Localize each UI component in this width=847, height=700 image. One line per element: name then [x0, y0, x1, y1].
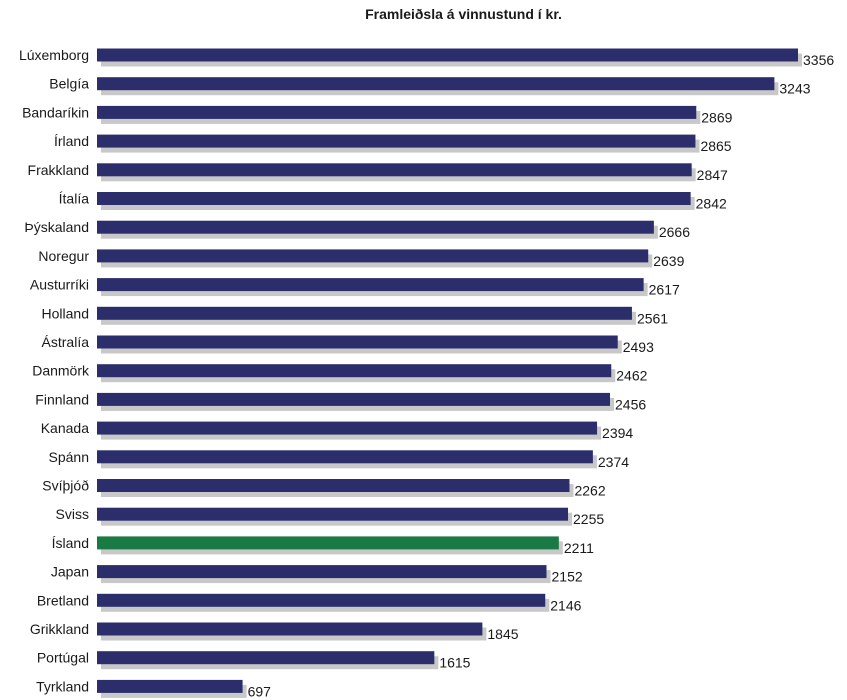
- bar-group: Frakkland 2847: [28, 162, 729, 183]
- bar: [97, 278, 644, 292]
- bar-group: Lúxemborg 3356: [19, 47, 834, 68]
- bar: [97, 622, 483, 636]
- value-label: 2255: [573, 511, 604, 527]
- bar: [97, 421, 598, 435]
- value-label: 1845: [487, 626, 518, 642]
- value-label: 2493: [623, 339, 654, 355]
- value-label: 697: [248, 683, 272, 699]
- bar-group: Írland 2865: [54, 133, 732, 154]
- bar: [97, 105, 697, 119]
- category-label: Spánn: [49, 449, 89, 465]
- value-label: 1615: [439, 655, 470, 671]
- bar: [97, 192, 691, 205]
- bar: [97, 364, 612, 378]
- value-label: 2865: [700, 138, 731, 154]
- value-label: 2639: [653, 253, 684, 269]
- category-label: Bretland: [37, 592, 89, 608]
- bar: [97, 450, 593, 464]
- chart-title: Framleiðsla á vinnustund í kr.: [365, 6, 562, 22]
- value-label: 2666: [659, 224, 690, 240]
- category-label: Ísland: [52, 535, 89, 551]
- bar-group: Holland 2561: [42, 305, 669, 326]
- bar: [97, 220, 654, 234]
- category-label: Írland: [54, 133, 89, 149]
- category-label: Holland: [42, 305, 89, 321]
- bar-highlight: [97, 536, 559, 550]
- bar: [97, 679, 243, 693]
- bar-group: Ástralía 2493: [42, 334, 655, 355]
- value-label: 2617: [649, 282, 680, 298]
- value-label: 2869: [701, 109, 732, 125]
- bar-group: Bretland 2146: [37, 592, 582, 613]
- bar-group: Ítalía 2842: [59, 191, 727, 212]
- value-label: 2847: [697, 167, 728, 183]
- bar: [97, 593, 546, 607]
- category-label: Noregur: [38, 248, 89, 264]
- category-label: Ástralía: [42, 334, 90, 350]
- category-label: Þýskaland: [24, 219, 89, 235]
- value-label: 2262: [574, 483, 605, 499]
- value-label: 2456: [615, 396, 646, 412]
- category-label: Svíþjóð: [42, 478, 89, 494]
- bar-group: Austurríki 2617: [30, 277, 680, 298]
- value-label: 2211: [564, 540, 594, 556]
- category-label: Kanada: [41, 420, 89, 436]
- bar: [97, 479, 570, 492]
- category-label: Portúgal: [37, 650, 89, 666]
- category-label: Tyrkland: [36, 678, 89, 694]
- bar-group: Tyrkland 697: [36, 678, 271, 699]
- value-label: 2146: [550, 597, 581, 613]
- value-label: 3243: [779, 81, 810, 97]
- category-label: Japan: [51, 564, 89, 580]
- category-label: Grikkland: [30, 621, 89, 637]
- category-label: Belgía: [49, 76, 89, 92]
- category-label: Frakkland: [28, 162, 89, 178]
- bar: [97, 163, 692, 177]
- bar: [97, 77, 775, 91]
- bar-group: Portúgal 1615: [37, 650, 471, 671]
- bar: [97, 134, 696, 148]
- bar-group: Svíþjóð 2262: [42, 478, 606, 499]
- bar-group: Kanada 2394: [41, 420, 634, 441]
- category-label: Danmörk: [32, 363, 90, 379]
- bar-group: Belgía 3243: [49, 76, 810, 97]
- bar-group: Spánn 2374: [49, 449, 630, 470]
- value-label: 2842: [696, 196, 727, 212]
- bar: [97, 249, 649, 263]
- category-label: Sviss: [56, 506, 89, 522]
- category-label: Bandaríkin: [22, 104, 89, 120]
- value-label: 2152: [552, 569, 583, 585]
- value-label: 2394: [602, 425, 633, 441]
- bar-group: Ísland 2211: [52, 535, 595, 556]
- value-label: 2374: [598, 454, 629, 470]
- bar: [97, 335, 618, 349]
- bar: [97, 392, 611, 406]
- category-label: Lúxemborg: [19, 47, 89, 63]
- bar: [97, 306, 632, 320]
- bar-group: Grikkland 1845: [30, 621, 519, 642]
- value-label: 2561: [637, 310, 668, 326]
- value-label: 3356: [803, 52, 834, 68]
- bar-group: Sviss 2255: [56, 506, 605, 527]
- bar-group: Finnland 2456: [35, 391, 646, 412]
- bar: [97, 651, 435, 665]
- category-label: Austurríki: [30, 277, 89, 293]
- bar-group: Noregur 2639: [38, 248, 684, 269]
- value-label: 2462: [616, 368, 647, 384]
- bar-group: Þýskaland 2666: [24, 219, 690, 240]
- bar-group: Japan 2152: [51, 564, 583, 585]
- bar-group: Bandaríkin 2869: [22, 104, 733, 125]
- bar: [97, 507, 569, 521]
- bar: [97, 48, 798, 62]
- bar: [97, 565, 547, 579]
- category-label: Finnland: [35, 391, 89, 407]
- bar-group: Danmörk 2462: [32, 363, 647, 384]
- category-label: Ítalía: [59, 191, 90, 207]
